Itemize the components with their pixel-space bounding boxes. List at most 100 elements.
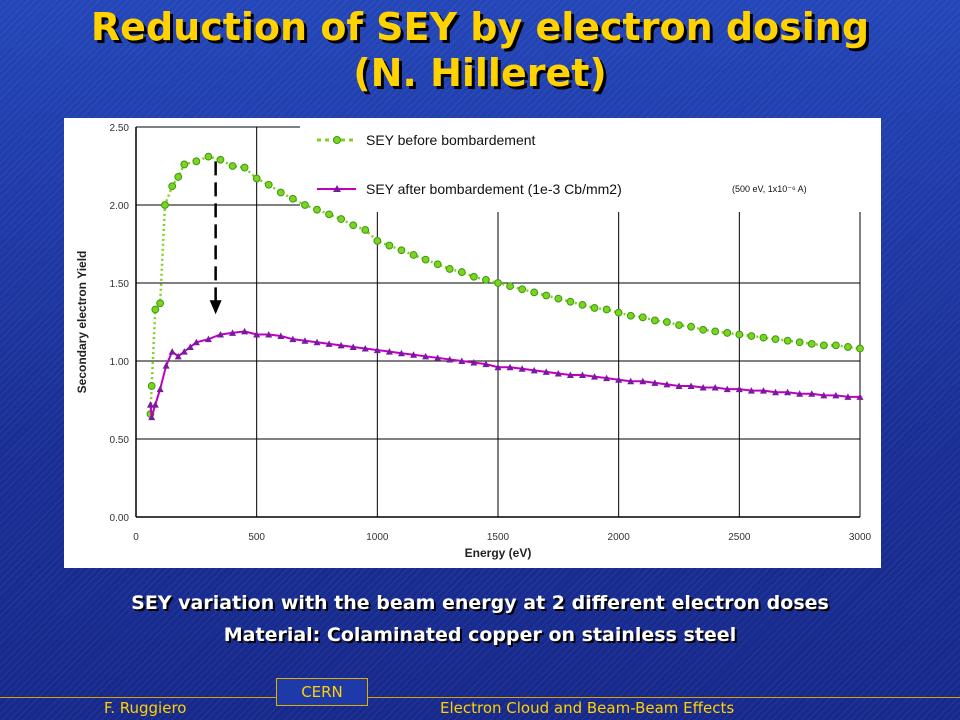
series-before-point bbox=[759, 333, 768, 342]
footer-event-title: Electron Cloud and Beam-Beam Effects bbox=[440, 699, 735, 717]
series-before-point bbox=[638, 313, 647, 322]
series-before-point bbox=[469, 272, 478, 281]
series-before-point bbox=[506, 282, 514, 291]
series-after-point bbox=[832, 391, 840, 399]
series-after-point bbox=[253, 330, 261, 338]
series-after-point bbox=[361, 345, 369, 352]
series-after-point bbox=[180, 348, 188, 355]
series-after-point bbox=[204, 335, 212, 343]
y-tick-label: 2.50 bbox=[110, 123, 130, 134]
series-before-point bbox=[747, 332, 756, 340]
x-tick-label: 1500 bbox=[487, 532, 510, 543]
series-before-point bbox=[325, 210, 333, 219]
series-after-point bbox=[554, 369, 562, 377]
series-before-point bbox=[494, 279, 502, 287]
series-before-point bbox=[518, 285, 527, 294]
series-before-point bbox=[856, 344, 864, 353]
series-after-point bbox=[856, 393, 864, 400]
series-after-point bbox=[784, 388, 792, 396]
legend-after-marker bbox=[333, 185, 341, 192]
reduction-arrow-head bbox=[209, 300, 222, 315]
series-after-point bbox=[337, 341, 345, 349]
series-before-point bbox=[445, 265, 454, 273]
series-before-point bbox=[192, 157, 201, 166]
series-after-point bbox=[675, 382, 683, 389]
series-before-point bbox=[675, 321, 683, 330]
series-after-point bbox=[186, 343, 194, 350]
series-after-point bbox=[820, 391, 828, 399]
series-before-point bbox=[699, 325, 708, 334]
series-before-point bbox=[795, 338, 804, 347]
series-after-point bbox=[313, 338, 321, 346]
series-after-point bbox=[494, 363, 502, 371]
series-before-point bbox=[228, 162, 237, 170]
footer-author: F. Ruggiero bbox=[104, 699, 187, 717]
x-tick-label: 2500 bbox=[728, 532, 751, 543]
series-before-point bbox=[663, 318, 671, 326]
y-tick-label: 0.00 bbox=[110, 513, 130, 524]
series-before-point bbox=[397, 246, 406, 255]
series-before-point bbox=[771, 335, 780, 344]
series-before-point bbox=[161, 201, 169, 209]
series-before-point bbox=[819, 341, 828, 350]
series-after-point bbox=[216, 330, 224, 338]
series-before-point bbox=[204, 152, 213, 161]
series-after-point bbox=[844, 393, 852, 400]
x-tick-label: 3000 bbox=[849, 532, 872, 543]
series-after-point bbox=[325, 340, 333, 347]
sey-chart-panel: 0.00 0.50 1.00 1.50 2.00 2.50 0 500 1000 1500 2000… bbox=[64, 118, 881, 568]
series-after-point bbox=[639, 377, 647, 385]
series-before-point bbox=[433, 260, 442, 269]
series-before-point bbox=[783, 336, 792, 345]
series-before-point bbox=[337, 215, 346, 223]
series-before-point bbox=[723, 329, 732, 337]
series-before-point bbox=[216, 155, 225, 164]
series-before-point bbox=[711, 327, 720, 336]
series-after-point bbox=[385, 348, 393, 355]
series-before-point bbox=[457, 268, 466, 276]
footer-divider bbox=[0, 697, 960, 698]
series-after-point bbox=[747, 387, 755, 394]
x-tick-label: 0 bbox=[133, 532, 139, 543]
series-before-point bbox=[276, 188, 285, 197]
series-before-point bbox=[626, 311, 635, 320]
series-before-point bbox=[240, 163, 249, 172]
x-tick-label: 1000 bbox=[366, 532, 389, 543]
series-before-point bbox=[373, 236, 382, 245]
series-before-point bbox=[180, 160, 189, 169]
series-after-point bbox=[241, 327, 249, 335]
series-after-point bbox=[168, 348, 176, 355]
series-after-point bbox=[265, 330, 273, 338]
legend-before-marker bbox=[333, 136, 341, 144]
series-before-point bbox=[831, 341, 840, 350]
series-before-point bbox=[482, 275, 490, 284]
series-after-point bbox=[446, 355, 454, 363]
series-before-point bbox=[566, 297, 575, 306]
series-before-point bbox=[687, 322, 695, 331]
series-after-point bbox=[808, 390, 816, 397]
series-after-point bbox=[229, 329, 237, 336]
series-before-point bbox=[264, 180, 273, 189]
y-tick-label: 1.50 bbox=[110, 279, 130, 290]
series-before-point bbox=[313, 205, 321, 214]
series-after-point bbox=[772, 388, 780, 396]
series-after-point bbox=[687, 382, 695, 389]
series-after-point bbox=[422, 352, 430, 360]
series-after-point bbox=[566, 371, 574, 379]
series-before-line bbox=[149, 155, 861, 415]
series-before-point bbox=[614, 308, 623, 317]
series-after-point bbox=[530, 366, 538, 374]
series-before-point bbox=[174, 173, 183, 181]
series-after-point bbox=[699, 384, 707, 391]
series-after-point bbox=[663, 380, 671, 388]
caption-line1: SEY variation with the beam energy at 2 … bbox=[131, 592, 829, 614]
y-tick-label: 2.00 bbox=[110, 201, 130, 212]
x-axis-label: Energy (eV) bbox=[465, 546, 532, 560]
series-after-point bbox=[735, 385, 743, 393]
series-before-point bbox=[807, 339, 816, 348]
series-after-point bbox=[482, 360, 490, 368]
legend-after-label: SEY after bombardement (1e-3 Cb/mm2) bbox=[366, 181, 622, 197]
series-before-point bbox=[252, 174, 261, 183]
series-after-point bbox=[156, 385, 164, 393]
series-after-point bbox=[506, 363, 514, 371]
